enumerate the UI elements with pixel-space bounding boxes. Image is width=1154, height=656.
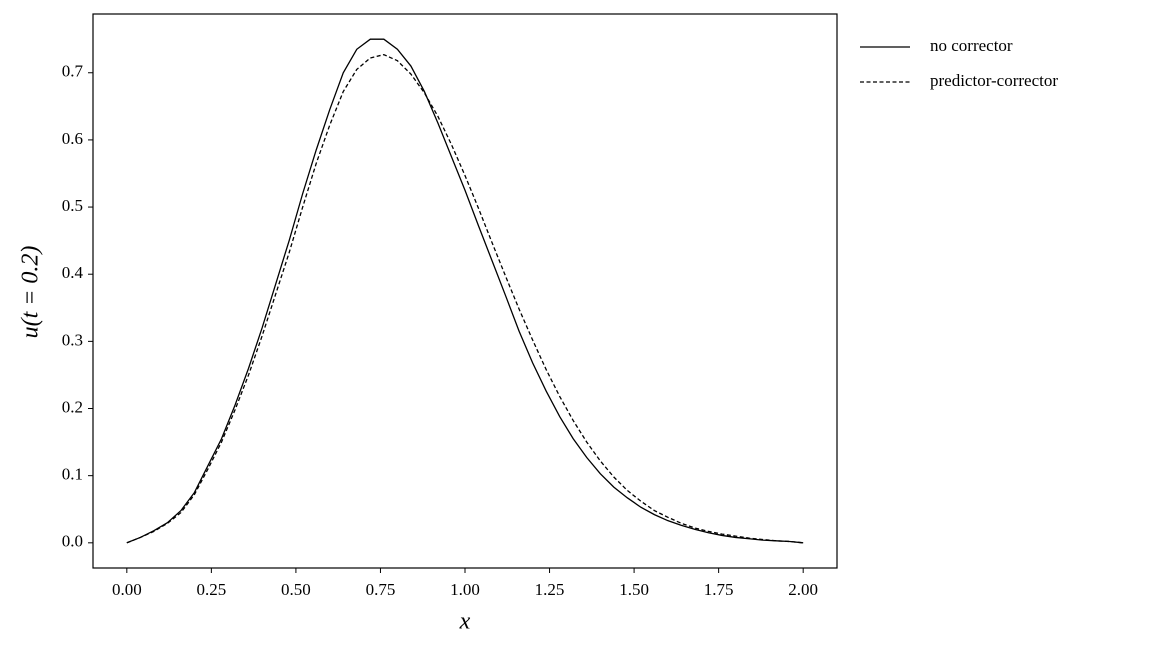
- x-axis-label: x: [459, 609, 471, 635]
- legend-label: predictor-corrector: [930, 71, 1058, 90]
- y-tick-label: 0.1: [62, 465, 83, 484]
- x-tick-label: 0.75: [366, 580, 396, 599]
- y-tick-label: 0.6: [62, 129, 83, 148]
- legend-label: no corrector: [930, 36, 1013, 55]
- x-tick-label: 0.25: [196, 580, 226, 599]
- y-tick-label: 0.0: [62, 532, 83, 551]
- x-tick-label: 1.25: [535, 580, 565, 599]
- y-tick-label: 0.3: [62, 330, 83, 349]
- y-tick-label: 0.7: [62, 62, 84, 81]
- x-tick-label: 0.50: [281, 580, 311, 599]
- x-tick-label: 0.00: [112, 580, 142, 599]
- y-tick-label: 0.4: [62, 263, 84, 282]
- x-tick-label: 2.00: [788, 580, 818, 599]
- y-tick-label: 0.2: [62, 397, 83, 416]
- plot-frame: [92, 13, 838, 569]
- x-tick-label: 1.00: [450, 580, 480, 599]
- x-tick-label: 1.50: [619, 580, 649, 599]
- y-axis-label: u(t = 0.2): [18, 246, 44, 339]
- series-line: [126, 53, 804, 544]
- series-line: [126, 38, 804, 544]
- y-tick-label: 0.5: [62, 196, 83, 215]
- x-tick-label: 1.75: [704, 580, 734, 599]
